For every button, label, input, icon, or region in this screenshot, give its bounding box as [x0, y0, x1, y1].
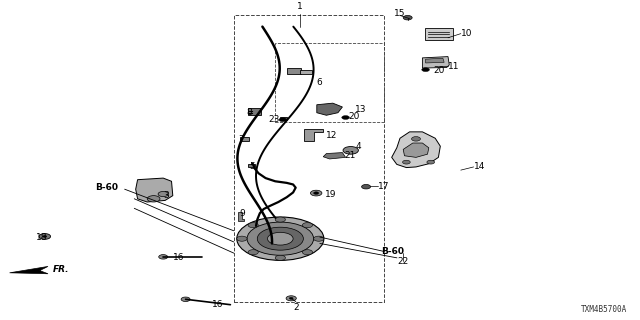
Circle shape	[286, 296, 296, 301]
Circle shape	[257, 227, 303, 250]
Bar	[248, 164, 255, 167]
Circle shape	[314, 192, 319, 194]
Circle shape	[159, 255, 168, 259]
Circle shape	[158, 191, 168, 196]
Polygon shape	[317, 103, 342, 115]
Polygon shape	[422, 57, 449, 68]
Circle shape	[181, 297, 190, 301]
Circle shape	[342, 116, 349, 119]
Circle shape	[310, 190, 322, 196]
Text: 11: 11	[448, 62, 460, 71]
Text: TXM4B5700A: TXM4B5700A	[581, 305, 627, 314]
Circle shape	[302, 250, 312, 255]
Text: 3: 3	[164, 191, 169, 200]
Polygon shape	[136, 178, 173, 202]
Circle shape	[362, 184, 371, 189]
Circle shape	[343, 147, 358, 154]
Text: 7: 7	[238, 135, 244, 144]
Text: 15: 15	[394, 9, 406, 18]
Bar	[287, 68, 301, 74]
Bar	[275, 43, 384, 122]
Bar	[234, 15, 384, 302]
Bar	[300, 69, 312, 74]
Text: 23: 23	[268, 115, 280, 124]
Text: 2: 2	[293, 303, 298, 312]
Polygon shape	[304, 129, 323, 141]
Circle shape	[247, 222, 314, 255]
Text: 14: 14	[474, 163, 485, 172]
Circle shape	[289, 297, 293, 299]
Text: 18: 18	[36, 233, 47, 242]
Text: 10: 10	[461, 29, 472, 38]
Circle shape	[279, 118, 287, 122]
Text: 8: 8	[246, 108, 252, 117]
Circle shape	[412, 137, 420, 141]
Text: B-60: B-60	[381, 247, 404, 256]
Circle shape	[147, 196, 160, 202]
Text: 5: 5	[250, 163, 255, 172]
Polygon shape	[392, 132, 440, 168]
Circle shape	[237, 236, 247, 241]
Text: 19: 19	[325, 189, 337, 198]
Polygon shape	[10, 267, 48, 274]
Circle shape	[43, 236, 47, 237]
Circle shape	[427, 160, 435, 164]
Text: 20: 20	[433, 66, 445, 75]
Circle shape	[314, 236, 324, 241]
Circle shape	[248, 223, 259, 228]
Circle shape	[39, 234, 51, 239]
Text: 21: 21	[344, 151, 356, 160]
Text: 6: 6	[317, 78, 323, 87]
Text: 4: 4	[355, 142, 361, 151]
Circle shape	[302, 223, 312, 228]
Text: 16: 16	[212, 300, 223, 309]
Bar	[248, 108, 261, 115]
Text: 20: 20	[349, 112, 360, 121]
Text: 22: 22	[397, 257, 409, 266]
Text: 17: 17	[378, 181, 389, 191]
Polygon shape	[323, 153, 346, 159]
Circle shape	[275, 217, 285, 222]
Circle shape	[237, 217, 324, 260]
Circle shape	[268, 232, 293, 245]
Circle shape	[403, 160, 410, 164]
Circle shape	[275, 255, 285, 260]
Text: 16: 16	[173, 253, 185, 262]
Bar	[425, 28, 454, 40]
Circle shape	[403, 15, 412, 20]
Circle shape	[248, 250, 259, 255]
Text: 9: 9	[239, 209, 244, 218]
Bar	[280, 117, 287, 120]
Polygon shape	[426, 58, 444, 63]
Text: B-60: B-60	[95, 183, 118, 192]
Text: 1: 1	[297, 2, 302, 11]
Circle shape	[422, 68, 429, 72]
Text: 12: 12	[326, 131, 338, 140]
Text: 13: 13	[355, 105, 367, 114]
Polygon shape	[403, 143, 429, 157]
Bar	[240, 137, 249, 141]
Polygon shape	[238, 212, 244, 220]
Text: FR.: FR.	[52, 265, 69, 274]
